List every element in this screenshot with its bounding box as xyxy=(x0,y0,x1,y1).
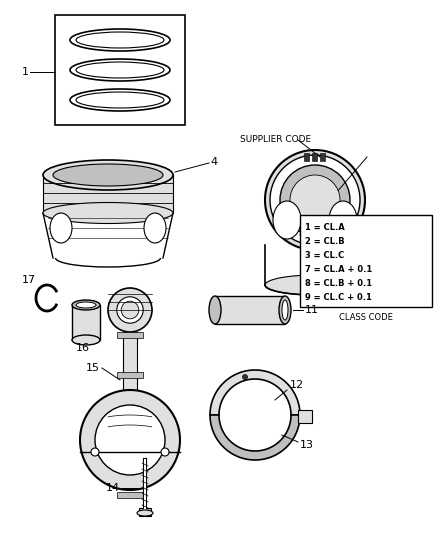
Text: 1 = CL.A: 1 = CL.A xyxy=(305,223,345,232)
Ellipse shape xyxy=(76,92,164,108)
Ellipse shape xyxy=(70,59,170,81)
Polygon shape xyxy=(210,370,300,415)
Bar xyxy=(123,332,137,430)
Ellipse shape xyxy=(282,300,288,320)
Ellipse shape xyxy=(290,175,340,225)
Bar xyxy=(320,153,325,161)
Bar xyxy=(55,15,185,125)
Text: 2 = CL.B: 2 = CL.B xyxy=(305,237,345,246)
Polygon shape xyxy=(43,175,173,213)
Text: 14: 14 xyxy=(106,483,120,493)
Polygon shape xyxy=(210,415,300,460)
Ellipse shape xyxy=(161,448,169,456)
Bar xyxy=(72,305,100,340)
Text: 8 = CL.B + 0.1: 8 = CL.B + 0.1 xyxy=(305,279,372,288)
Text: 1: 1 xyxy=(22,67,29,77)
Text: 16: 16 xyxy=(76,343,90,353)
Ellipse shape xyxy=(91,448,99,456)
Bar xyxy=(215,296,285,324)
Ellipse shape xyxy=(329,201,357,239)
Ellipse shape xyxy=(273,201,301,239)
Bar xyxy=(117,452,143,458)
Ellipse shape xyxy=(279,296,291,324)
Text: 3 = CL.C: 3 = CL.C xyxy=(305,251,344,260)
Text: CLASS CODE: CLASS CODE xyxy=(339,313,393,322)
Ellipse shape xyxy=(76,302,96,308)
Ellipse shape xyxy=(270,155,360,245)
Ellipse shape xyxy=(43,203,173,223)
Text: 15: 15 xyxy=(86,363,100,373)
Ellipse shape xyxy=(209,296,221,324)
Ellipse shape xyxy=(43,160,173,190)
Ellipse shape xyxy=(53,164,163,186)
Ellipse shape xyxy=(80,390,180,490)
Bar xyxy=(304,153,309,161)
Ellipse shape xyxy=(70,89,170,111)
Ellipse shape xyxy=(72,300,100,310)
Text: 4: 4 xyxy=(210,157,217,167)
Text: 7 = CL.A + 0.1: 7 = CL.A + 0.1 xyxy=(305,265,372,274)
Bar xyxy=(117,372,143,378)
Ellipse shape xyxy=(72,335,100,345)
Ellipse shape xyxy=(76,62,164,78)
Text: 11: 11 xyxy=(305,305,319,315)
Polygon shape xyxy=(298,410,312,423)
Text: 12: 12 xyxy=(290,380,304,390)
Ellipse shape xyxy=(265,275,365,295)
Bar xyxy=(300,215,432,307)
Bar xyxy=(117,492,143,498)
Ellipse shape xyxy=(108,288,152,332)
Bar xyxy=(117,412,143,418)
Bar xyxy=(139,508,151,516)
Ellipse shape xyxy=(95,405,165,475)
Ellipse shape xyxy=(265,150,365,250)
Ellipse shape xyxy=(76,32,164,48)
Ellipse shape xyxy=(137,510,153,516)
Ellipse shape xyxy=(50,213,72,243)
Text: 9 = CL.C + 0.1: 9 = CL.C + 0.1 xyxy=(305,293,372,302)
Bar xyxy=(312,153,317,161)
Text: 17: 17 xyxy=(22,275,36,285)
Ellipse shape xyxy=(280,165,350,235)
Text: SUPPLIER CODE: SUPPLIER CODE xyxy=(240,135,311,144)
Ellipse shape xyxy=(70,29,170,51)
Ellipse shape xyxy=(117,297,143,323)
Ellipse shape xyxy=(243,375,247,379)
Bar xyxy=(117,332,143,338)
Ellipse shape xyxy=(121,301,139,319)
Ellipse shape xyxy=(144,213,166,243)
Text: 13: 13 xyxy=(300,440,314,450)
